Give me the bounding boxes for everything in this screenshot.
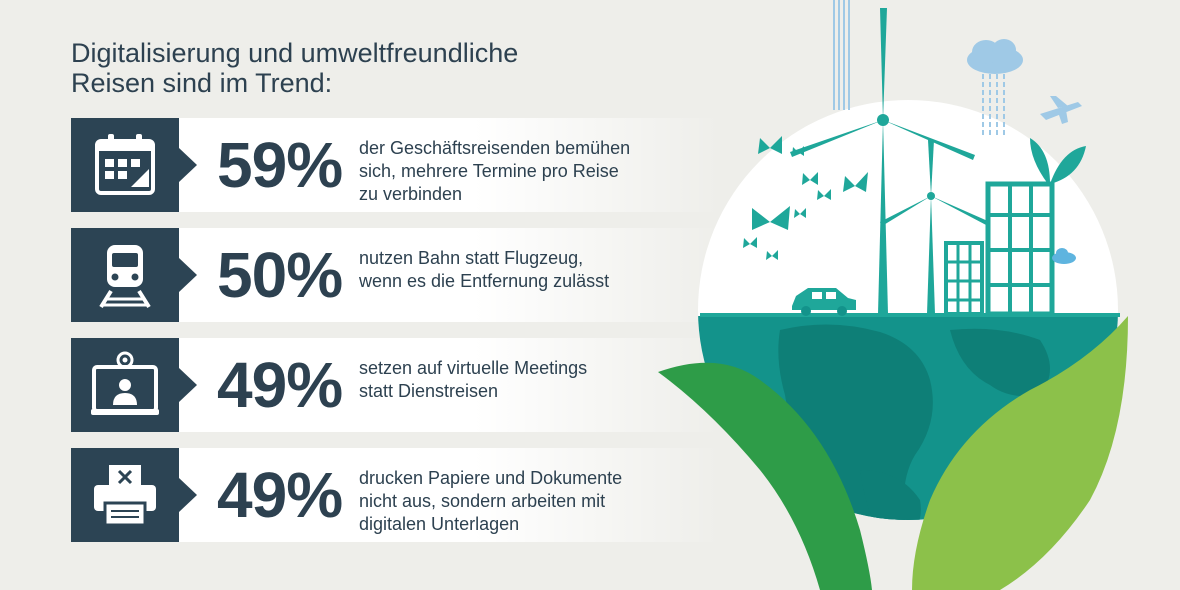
icon-box bbox=[71, 228, 179, 322]
stat-line: wenn es die Entfernung zulässt bbox=[359, 271, 610, 291]
stat-description: drucken Papiere und Dokumente nicht aus,… bbox=[359, 467, 689, 536]
sprout-leaves bbox=[1030, 138, 1086, 184]
stat-line: statt Dienstreisen bbox=[359, 381, 499, 401]
continent-shape bbox=[860, 470, 921, 520]
building bbox=[985, 181, 1055, 317]
stat-line: der Geschäftsreisenden bemühen bbox=[359, 138, 631, 158]
car-icon bbox=[792, 288, 856, 316]
stat-line: nutzen Bahn statt Flugzeug, bbox=[359, 248, 584, 268]
stat-percent: 50% bbox=[217, 239, 343, 311]
calendar-icon bbox=[95, 134, 155, 195]
stat-line: setzen auf virtuelle Meetings bbox=[359, 358, 588, 378]
stat-line: nicht aus, sondern arbeiten mit bbox=[359, 491, 606, 511]
wind-turbine-small bbox=[880, 140, 990, 314]
stat-row: 49% drucken Papiere und Dokumente nicht … bbox=[71, 448, 721, 542]
title-line-2: Reisen sind im Trend: bbox=[71, 68, 333, 98]
stat-line: digitalen Unterlagen bbox=[359, 514, 520, 534]
eco-globe-illustration bbox=[658, 0, 1128, 590]
stat-line: drucken Papiere und Dokumente bbox=[359, 468, 623, 488]
title-line-1: Digitalisierung und umweltfreundliche bbox=[71, 38, 519, 68]
chimney-lines bbox=[833, 0, 850, 110]
leaf-light bbox=[912, 316, 1128, 590]
stat-description: setzen auf virtuelle Meetings statt Dien… bbox=[359, 357, 689, 403]
stat-line: sich, mehrere Termine pro Reise bbox=[359, 161, 619, 181]
icon-box bbox=[71, 338, 179, 432]
continent-shape bbox=[950, 328, 1050, 397]
printer-crossed-icon bbox=[94, 465, 156, 527]
stat-percent: 49% bbox=[217, 459, 343, 531]
leaf-dark bbox=[658, 362, 872, 590]
train-icon bbox=[99, 245, 151, 309]
stat-row: 50% nutzen Bahn statt Flugzeug, wenn es … bbox=[71, 228, 721, 322]
stat-percent: 49% bbox=[217, 349, 343, 421]
stat-line: zu verbinden bbox=[359, 184, 463, 204]
building bbox=[944, 241, 984, 316]
ground-line bbox=[700, 313, 1120, 317]
pointer-arrow bbox=[179, 258, 197, 292]
stat-description: der Geschäftsreisenden bemühen sich, meh… bbox=[359, 137, 689, 206]
icon-box bbox=[71, 448, 179, 542]
pointer-arrow bbox=[179, 478, 197, 512]
butterflies bbox=[743, 136, 868, 260]
rain-cloud-icon bbox=[967, 39, 1023, 136]
small-cloud-icon bbox=[1052, 248, 1076, 264]
airplane-icon bbox=[1040, 96, 1082, 124]
stat-description: nutzen Bahn statt Flugzeug, wenn es die … bbox=[359, 247, 689, 293]
page-title: Digitalisierung und umweltfreundliche Re… bbox=[71, 38, 631, 98]
pointer-arrow bbox=[179, 148, 197, 182]
stat-row: 49% setzen auf virtuelle Meetings statt … bbox=[71, 338, 721, 432]
video-meeting-icon bbox=[91, 351, 159, 415]
icon-box bbox=[71, 118, 179, 212]
stat-percent: 59% bbox=[217, 129, 343, 201]
pointer-arrow bbox=[179, 368, 197, 402]
stat-row: 59% der Geschäftsreisenden bemühen sich,… bbox=[71, 118, 721, 212]
